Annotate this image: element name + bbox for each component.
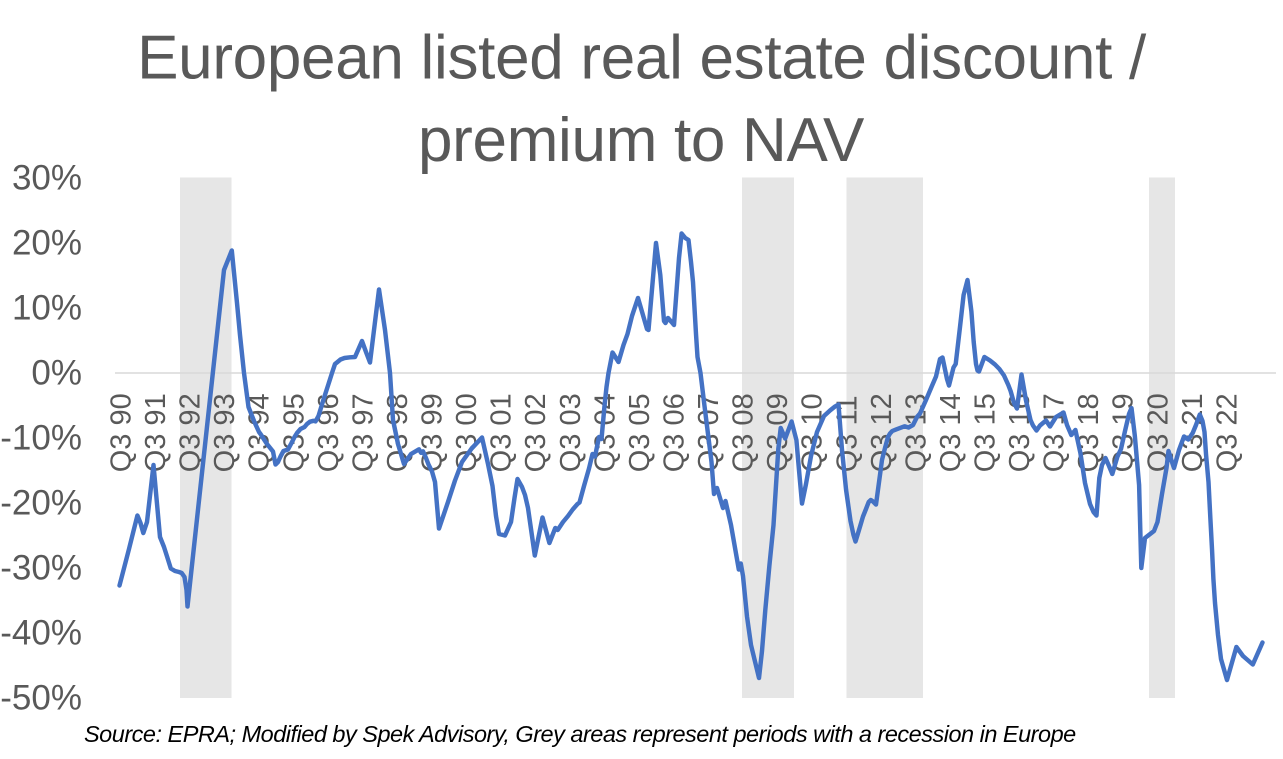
svg-text:Q3 14: Q3 14 [935, 393, 967, 472]
svg-text:-50%: -50% [0, 679, 82, 718]
svg-text:Q3 02: Q3 02 [520, 393, 552, 472]
svg-text:Q3 18: Q3 18 [1073, 393, 1105, 472]
svg-text:Q3 99: Q3 99 [417, 393, 449, 472]
svg-text:Q3 91: Q3 91 [140, 393, 172, 472]
svg-text:-30%: -30% [0, 549, 82, 588]
svg-text:Q3 10: Q3 10 [797, 393, 829, 472]
svg-text:European listed real estate di: European listed real estate discount / [137, 24, 1147, 93]
svg-text:Q3 95: Q3 95 [278, 393, 310, 472]
svg-text:Q3 16: Q3 16 [1004, 393, 1036, 472]
svg-text:Q3 06: Q3 06 [659, 393, 691, 472]
svg-text:Q3 22: Q3 22 [1211, 393, 1243, 472]
svg-text:Q3 97: Q3 97 [347, 393, 379, 472]
svg-text:Q3 13: Q3 13 [900, 393, 932, 472]
svg-text:Q3 05: Q3 05 [624, 393, 656, 472]
svg-text:Q3 17: Q3 17 [1039, 393, 1071, 472]
svg-text:Q3 96: Q3 96 [313, 393, 345, 472]
svg-text:30%: 30% [12, 159, 82, 198]
svg-text:-40%: -40% [0, 614, 82, 653]
svg-text:Q3 01: Q3 01 [486, 393, 518, 472]
svg-text:10%: 10% [12, 289, 82, 328]
svg-text:Q3 15: Q3 15 [970, 393, 1002, 472]
svg-text:-20%: -20% [0, 484, 82, 523]
svg-text:20%: 20% [12, 224, 82, 263]
svg-text:Q3 00: Q3 00 [451, 393, 483, 472]
svg-text:0%: 0% [31, 354, 82, 393]
svg-text:-10%: -10% [0, 419, 82, 458]
svg-text:Q3 08: Q3 08 [728, 393, 760, 472]
svg-text:Q3 93: Q3 93 [209, 393, 241, 472]
svg-text:Q3 03: Q3 03 [555, 393, 587, 472]
svg-text:premium to NAV: premium to NAV [418, 106, 865, 175]
svg-text:Source: EPRA; Modified by Spek: Source: EPRA; Modified by Spek Advisory,… [84, 721, 1076, 747]
svg-text:Q3 90: Q3 90 [106, 393, 138, 472]
